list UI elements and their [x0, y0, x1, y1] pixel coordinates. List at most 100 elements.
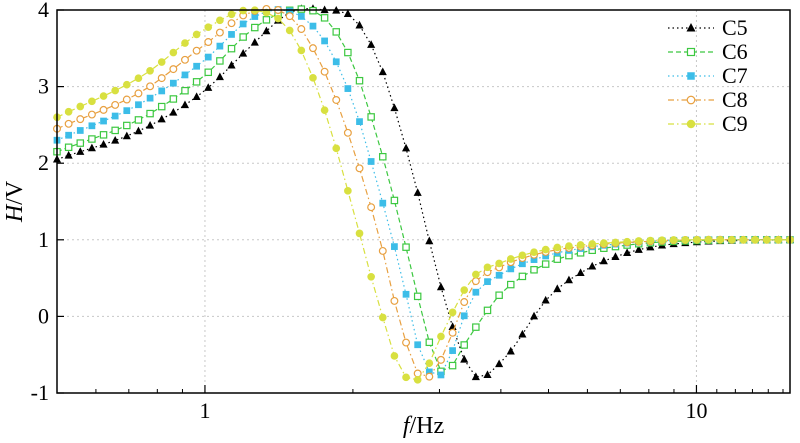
- data-point-C7: [495, 271, 503, 279]
- data-point-C6: [507, 280, 515, 289]
- data-point-C5: [553, 284, 562, 293]
- x-tick-label: 10: [685, 398, 707, 423]
- data-point-C6: [134, 116, 143, 124]
- data-point-C5: [111, 136, 120, 144]
- data-point-C7: [519, 260, 526, 268]
- data-point-C7: [460, 312, 468, 320]
- data-point-C9: [122, 80, 131, 89]
- data-point-C9: [472, 270, 480, 279]
- data-point-C7: [123, 107, 131, 115]
- data-point-C7: [437, 371, 445, 379]
- data-point-C8: [402, 338, 411, 347]
- data-point-C5: [460, 354, 469, 363]
- data-point-C6: [553, 255, 562, 263]
- data-point-C9: [669, 236, 678, 244]
- series-line-C5: [56, 8, 791, 378]
- data-point-C5: [262, 26, 271, 35]
- data-point-C9: [192, 30, 201, 39]
- data-point-C9: [553, 243, 562, 252]
- data-point-C8: [111, 100, 120, 109]
- data-point-C7: [414, 341, 422, 349]
- data-point-C8: [320, 67, 329, 76]
- data-point-C9: [611, 238, 620, 247]
- series-layer: [52, 4, 795, 384]
- data-point-C5: [122, 131, 131, 140]
- data-point-C5: [204, 83, 213, 91]
- data-point-C9: [297, 46, 306, 55]
- data-point-C8: [87, 110, 96, 119]
- data-point-C9: [483, 263, 492, 272]
- data-point-C9: [332, 144, 341, 153]
- data-point-C7: [344, 85, 352, 92]
- data-point-C9: [728, 235, 736, 244]
- data-point-C6: [76, 139, 85, 147]
- legend-item-C6: C6: [668, 39, 748, 64]
- data-point-C7: [332, 58, 340, 66]
- data-point-C5: [99, 139, 108, 148]
- data-point-C5: [564, 275, 573, 284]
- data-point-C8: [122, 95, 131, 104]
- data-point-C7: [146, 94, 154, 102]
- legend-item-C8: C8: [668, 87, 748, 112]
- data-point-C7: [111, 112, 119, 120]
- data-point-C9: [704, 235, 713, 244]
- data-point-C5: [471, 372, 480, 381]
- series-line-C9: [56, 9, 790, 381]
- data-point-C8: [169, 65, 178, 74]
- data-point-C5: [146, 120, 155, 129]
- x-tick-label: 1: [199, 398, 210, 423]
- data-point-C9: [157, 58, 166, 66]
- data-point-C9: [76, 102, 85, 111]
- legend-label: C6: [722, 39, 748, 64]
- data-point-C5: [76, 147, 85, 155]
- x-axis-label: f/Hz: [403, 413, 444, 439]
- y-tick-label: 0: [38, 303, 49, 328]
- plot-frame: [56, 9, 791, 394]
- data-point-C7: [204, 53, 212, 61]
- legend-label: C9: [722, 111, 748, 136]
- data-point-C8: [308, 44, 317, 53]
- data-point-C6: [192, 78, 201, 86]
- data-point-C7: [484, 278, 491, 286]
- data-point-C9: [518, 251, 527, 260]
- legend-marker: [686, 47, 696, 57]
- data-point-C5: [529, 311, 539, 320]
- data-point-C9: [565, 242, 573, 250]
- data-point-C5: [180, 100, 190, 109]
- data-point-C7: [76, 127, 84, 134]
- data-point-C5: [87, 143, 96, 152]
- data-point-C8: [332, 96, 341, 104]
- data-point-C5: [588, 261, 597, 270]
- data-point-C7: [169, 79, 177, 87]
- data-point-C9: [64, 107, 73, 116]
- data-point-C5: [227, 60, 236, 69]
- data-point-C9: [530, 248, 538, 257]
- data-point-C5: [215, 72, 224, 81]
- data-point-C6: [88, 135, 96, 143]
- data-point-C6: [332, 28, 340, 36]
- data-point-C7: [286, 7, 294, 15]
- data-point-C7: [321, 37, 328, 45]
- data-point-C6: [367, 113, 375, 121]
- data-point-C5: [250, 37, 259, 46]
- data-point-C5: [599, 256, 608, 265]
- data-point-C6: [355, 76, 364, 85]
- x-axis-label-unit: /Hz: [410, 413, 445, 439]
- data-point-C8: [355, 164, 364, 173]
- data-point-C8: [471, 277, 480, 286]
- data-point-C9: [425, 359, 434, 367]
- data-point-C9: [181, 39, 189, 47]
- data-point-C8: [425, 372, 434, 381]
- data-point-C8: [99, 105, 108, 114]
- series-C9: [53, 6, 794, 384]
- data-point-C9: [390, 352, 399, 360]
- data-point-C5: [401, 143, 411, 152]
- y-axis-label-unit: /V: [2, 180, 28, 205]
- data-point-C6: [181, 86, 189, 95]
- data-point-C9: [623, 237, 631, 246]
- y-axis-label-symbol: H: [2, 203, 28, 223]
- data-point-C9: [134, 74, 143, 83]
- data-point-C5: [169, 107, 178, 116]
- data-point-C9: [693, 235, 701, 244]
